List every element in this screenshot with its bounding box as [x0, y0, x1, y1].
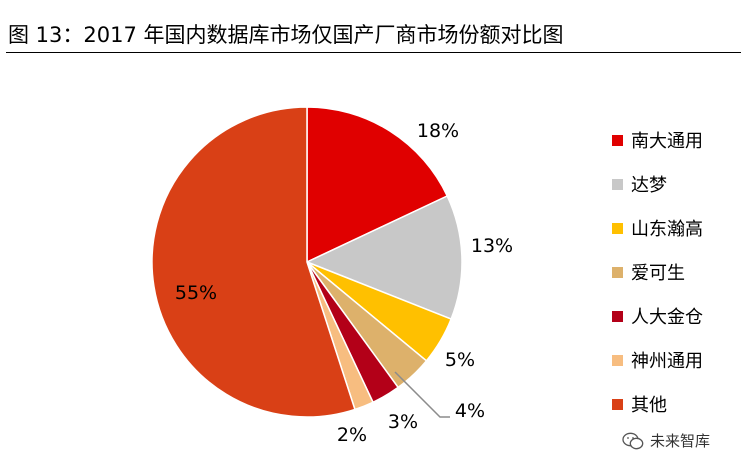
- legend-item-5: 人大金仓: [612, 294, 703, 338]
- legend-swatch: [612, 310, 623, 322]
- legend-label: 其他: [631, 395, 667, 416]
- legend-label: 人大金仓: [631, 307, 703, 328]
- chart-legend: 南大通用达梦山东瀚高爱可生人大金仓神州通用其他: [612, 118, 703, 426]
- watermark-text: 未来智库: [650, 432, 711, 450]
- slice-label-2: 13%: [471, 235, 513, 257]
- slice-label-5: 3%: [388, 411, 418, 433]
- leader-lines: [394, 371, 450, 418]
- legend-item-6: 神州通用: [612, 338, 703, 382]
- legend-item-2: 达梦: [612, 162, 703, 206]
- slice-label-3: 5%: [445, 349, 475, 371]
- slice-label-4: 4%: [455, 400, 485, 422]
- legend-label: 爱可生: [631, 263, 685, 284]
- legend-swatch: [612, 134, 623, 146]
- leader-line-4: [394, 371, 450, 418]
- legend-label: 神州通用: [631, 351, 703, 372]
- slice-labels: 18% 13% 5% 4% 3% 2% 55%: [175, 120, 513, 446]
- slice-label-1: 18%: [417, 120, 459, 142]
- slice-label-7: 55%: [175, 282, 217, 304]
- figure-title: 图 13：2017 年国内数据库市场仅国产厂商市场份额对比图: [8, 23, 564, 47]
- legend-item-1: 南大通用: [612, 118, 703, 162]
- watermark: 未来智库: [622, 430, 710, 451]
- legend-swatch: [612, 178, 623, 190]
- legend-swatch: [612, 266, 623, 278]
- legend-swatch: [612, 222, 623, 234]
- pie-slice-2: [305, 195, 463, 321]
- wechat-icon: [622, 432, 644, 449]
- legend-swatch: [612, 354, 623, 366]
- pie-slice-7: [151, 106, 356, 418]
- legend-label: 南大通用: [631, 131, 703, 152]
- title-underline: [6, 52, 741, 53]
- legend-item-3: 山东瀚高: [612, 206, 703, 250]
- legend-item-4: 爱可生: [612, 250, 703, 294]
- legend-item-7: 其他: [612, 382, 703, 426]
- legend-label: 山东瀚高: [631, 219, 703, 240]
- slice-label-6: 2%: [337, 424, 367, 446]
- pie-slices: [151, 106, 463, 418]
- pie-slice-1: [306, 106, 449, 264]
- legend-swatch: [612, 398, 623, 410]
- legend-label: 达梦: [631, 175, 667, 196]
